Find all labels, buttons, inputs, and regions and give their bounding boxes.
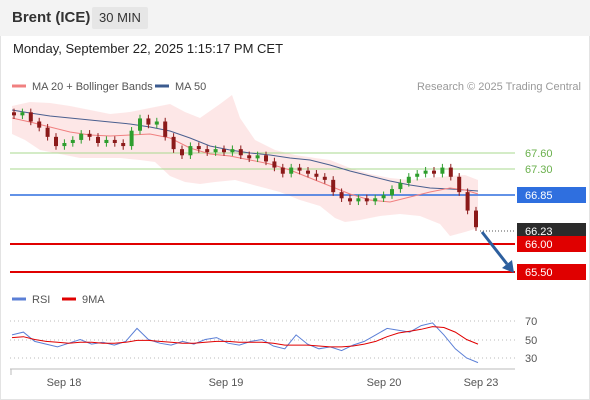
candle-body <box>112 139 117 143</box>
candle-body <box>415 173 420 177</box>
candle-body <box>180 149 184 156</box>
candle-body <box>465 192 470 211</box>
candle-body <box>280 167 285 174</box>
candle-body <box>96 136 100 143</box>
candle-body <box>104 139 109 143</box>
candle-body <box>457 176 462 193</box>
bollinger-band <box>12 95 478 236</box>
candle-body <box>364 198 369 202</box>
candle-body <box>146 118 151 125</box>
candle-body <box>62 143 67 147</box>
support2-label-bg <box>517 264 586 280</box>
candle-body <box>129 130 134 147</box>
candle-body <box>406 176 411 183</box>
rsi-tick-30: 30 <box>525 353 537 365</box>
candle-body <box>348 198 352 202</box>
candle-body <box>390 189 394 196</box>
ma50-legend-label: MA 50 <box>175 81 206 93</box>
x-tick-sep19: Sep 19 <box>209 377 244 389</box>
candle-body <box>45 127 50 137</box>
pivot-label: 66.85 <box>525 190 553 202</box>
candle-body <box>37 121 42 128</box>
price-candles <box>12 108 478 231</box>
instrument-title: Brent (ICE) <box>12 9 91 26</box>
chart-datetime: Monday, September 22, 2025 1:15:17 PM CE… <box>13 41 284 56</box>
x-tick-sep23: Sep 23 <box>464 377 499 389</box>
candle-body <box>289 167 294 174</box>
candle-body <box>87 133 92 137</box>
rsi-legend-swatch <box>12 297 26 301</box>
last-price-label-bg <box>517 223 586 238</box>
candle-body <box>255 155 260 159</box>
candle-body <box>339 192 344 199</box>
candle-body <box>432 170 436 174</box>
candle-body <box>297 167 302 171</box>
ma20-legend-label: MA 20 + Bollinger Bands <box>32 81 153 93</box>
candle-body <box>20 112 25 116</box>
candle-body <box>222 149 226 153</box>
forecast-arrow-line <box>480 231 509 265</box>
support1-label-bg <box>517 236 586 252</box>
candle-body <box>196 146 201 150</box>
candle-body <box>213 149 218 153</box>
candle-body <box>138 118 142 131</box>
candle-body <box>163 121 168 137</box>
rsi-legend-label: RSI <box>32 294 50 306</box>
pivot-label-bg <box>517 187 586 203</box>
candle-body <box>70 139 75 143</box>
candle-body <box>331 179 336 193</box>
ma9-legend-label: 9MA <box>82 294 105 306</box>
x-tick-sep18: Sep 18 <box>47 377 82 389</box>
candle-body <box>448 167 453 177</box>
ma20-legend-swatch <box>12 84 26 88</box>
candle-body <box>423 170 428 174</box>
forecast-arrow-head <box>502 260 514 273</box>
candle-body <box>322 176 327 180</box>
candle-body <box>79 133 84 140</box>
candle-body <box>238 149 243 156</box>
candle-body <box>398 182 403 190</box>
candle-body <box>154 121 159 125</box>
support2-label: 65.50 <box>525 267 553 279</box>
candle-body <box>474 210 478 228</box>
candle-body <box>28 112 33 122</box>
candle-body <box>306 170 310 174</box>
candle-body <box>272 161 277 168</box>
candle-body <box>440 167 445 174</box>
chart-header: Brent (ICE) 30 MIN <box>0 0 590 36</box>
resistance2-label: 67.60 <box>525 148 553 160</box>
candle-body <box>230 149 235 153</box>
ma9-legend-swatch <box>62 297 76 301</box>
candle-body <box>54 136 58 147</box>
timeframe-badge[interactable]: 30 MIN <box>92 7 148 29</box>
copyright-text: Research © 2025 Trading Central <box>417 81 581 93</box>
candle-body <box>12 112 16 116</box>
candle-body <box>247 155 252 159</box>
rsi-line <box>11 322 479 364</box>
rsi-ma-line <box>11 326 479 348</box>
candle-body <box>121 143 126 147</box>
rsi-tick-70: 70 <box>525 316 537 328</box>
candle-body <box>188 146 193 156</box>
rsi-tick-50: 50 <box>525 335 537 347</box>
candle-body <box>356 198 361 202</box>
candle-body <box>381 195 386 199</box>
last-price-label: 66.23 <box>525 226 553 238</box>
ma50-line <box>11 109 479 192</box>
candle-body <box>171 136 176 150</box>
candle-body <box>314 173 319 177</box>
ma50-legend-swatch <box>155 84 169 88</box>
support1-label: 66.00 <box>525 239 553 251</box>
candle-body <box>205 149 210 153</box>
resistance1-label: 67.30 <box>525 164 553 176</box>
candle-body <box>264 155 268 162</box>
candle-body <box>373 198 378 202</box>
x-tick-sep20: Sep 20 <box>367 377 402 389</box>
